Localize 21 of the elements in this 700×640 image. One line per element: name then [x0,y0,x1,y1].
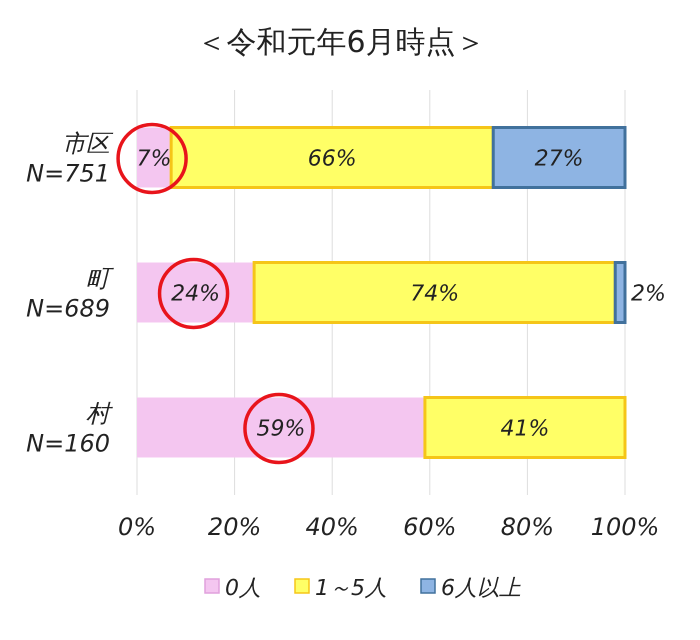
y-tick-label: 市区 N=751 [26,130,114,188]
x-tick-label: 40% [306,513,359,541]
chart-title: ＜令和元年6月時点＞ [196,25,486,60]
x-tick-label: 80% [500,513,554,541]
x-tick-label: 60% [403,513,456,541]
data-label: 59% [256,416,306,442]
legend-label: 6人以上 [441,576,521,601]
x-tick-label: 20% [208,513,262,541]
y-tick-label: 町 N=689 [26,264,114,322]
x-tick-label: 0% [118,513,156,541]
y-tick-label: 村 N=160 [26,400,113,458]
legend-label: 1～5人 [315,576,387,601]
data-label: 2% [631,282,666,306]
data-label: 41% [500,416,550,442]
data-label: 66% [308,146,357,172]
data-label: 74% [410,282,460,306]
data-label: 27% [534,146,584,172]
legend-label: 0人 [225,576,261,601]
x-tick-label: 100% [590,513,660,541]
data-label: 24% [171,282,220,306]
data-label: 7% [136,146,172,172]
